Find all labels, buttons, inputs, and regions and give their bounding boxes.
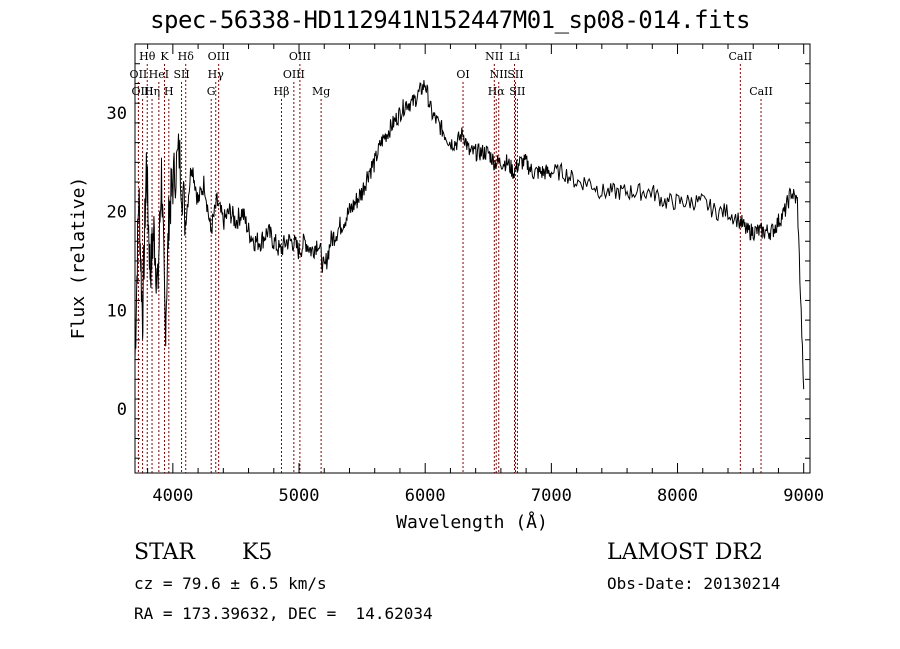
y-tick-label: 0 bbox=[117, 400, 127, 420]
line-label: Hβ bbox=[274, 85, 290, 98]
chart-title: spec-56338-HD112941N152447M01_sp08-014.f… bbox=[150, 6, 750, 34]
plot-frame bbox=[134, 43, 811, 474]
line-label: Hγ bbox=[208, 68, 225, 81]
line-label: Hα bbox=[488, 85, 506, 98]
line-label: SII bbox=[173, 68, 189, 81]
x-tick-label: 5000 bbox=[279, 486, 320, 506]
line-label: CaII bbox=[749, 85, 773, 98]
line-label: OIII bbox=[283, 68, 305, 81]
line-label: G bbox=[207, 85, 216, 98]
cz-value: cz = 79.6 ± 6.5 km/s bbox=[134, 574, 327, 593]
spectrum-series-line bbox=[134, 80, 805, 390]
y-tick-label: 30 bbox=[107, 104, 127, 124]
line-label: OIII bbox=[208, 50, 230, 63]
x-axis-label: Wavelength (Å) bbox=[396, 511, 548, 533]
y-tick-label: 10 bbox=[107, 301, 127, 321]
object-class: STAR bbox=[134, 540, 195, 565]
x-tick-label: 4000 bbox=[152, 486, 193, 506]
x-tick-label: 7000 bbox=[531, 486, 572, 506]
survey-name: LAMOST DR2 bbox=[607, 540, 763, 565]
x-axis-ticks: 4000 5000 6000 7000 8000 9000 bbox=[147, 44, 824, 506]
spectral-subclass: K5 bbox=[242, 540, 273, 565]
line-label: CaII bbox=[729, 50, 753, 63]
x-tick-label: 8000 bbox=[657, 486, 698, 506]
line-label: OII bbox=[130, 68, 148, 81]
y-axis-label: Flux (relative) bbox=[68, 177, 89, 340]
line-label: SII bbox=[509, 85, 525, 98]
y-axis-ticks: 0 10 20 30 bbox=[107, 63, 810, 459]
line-label: Hδ bbox=[178, 50, 195, 63]
x-tick-label: 9000 bbox=[783, 486, 824, 506]
line-label: SII bbox=[507, 68, 523, 81]
x-tick-label: 6000 bbox=[405, 486, 446, 506]
line-label: OI bbox=[456, 68, 469, 81]
obs-date: Obs-Date: 20130214 bbox=[607, 574, 781, 593]
emission-line-markers bbox=[137, 64, 762, 473]
line-label: Mg bbox=[312, 85, 330, 98]
line-label: H bbox=[164, 85, 174, 98]
line-label: OIII bbox=[289, 50, 311, 63]
line-label: K bbox=[160, 50, 169, 63]
line-label: Li bbox=[509, 50, 520, 63]
line-label: Hθ bbox=[139, 50, 156, 63]
line-label: NII bbox=[490, 68, 508, 81]
line-label: Hη bbox=[144, 85, 160, 98]
line-label: OIII bbox=[132, 85, 154, 98]
line-label: NII bbox=[485, 50, 503, 63]
coordinates: RA = 173.39632, DEC = 14.62034 bbox=[134, 604, 433, 623]
line-label: HeI bbox=[149, 68, 169, 81]
y-tick-label: 20 bbox=[107, 203, 127, 223]
